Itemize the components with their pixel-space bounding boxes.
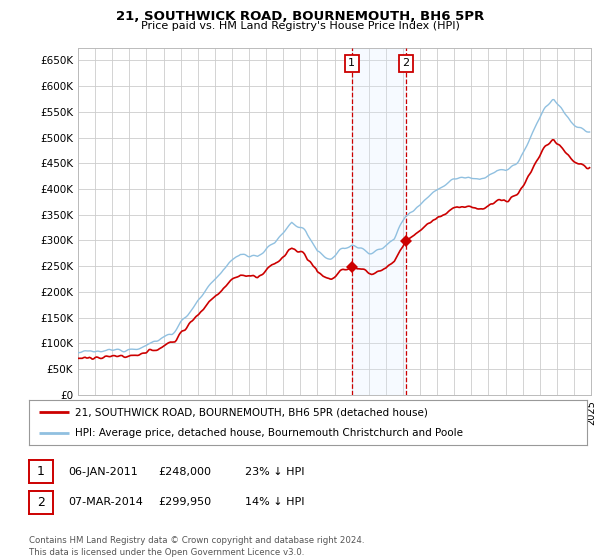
Text: 21, SOUTHWICK ROAD, BOURNEMOUTH, BH6 5PR: 21, SOUTHWICK ROAD, BOURNEMOUTH, BH6 5PR [116,10,484,23]
Text: 21, SOUTHWICK ROAD, BOURNEMOUTH, BH6 5PR (detached house): 21, SOUTHWICK ROAD, BOURNEMOUTH, BH6 5PR… [74,408,427,418]
Text: Price paid vs. HM Land Registry's House Price Index (HPI): Price paid vs. HM Land Registry's House … [140,21,460,31]
Text: 07-MAR-2014: 07-MAR-2014 [68,497,143,507]
Bar [352,48,406,395]
Text: 2: 2 [402,58,409,68]
Text: HPI: Average price, detached house, Bournemouth Christchurch and Poole: HPI: Average price, detached house, Bour… [74,428,463,438]
Text: 2: 2 [37,496,45,509]
Text: £248,000: £248,000 [158,466,211,477]
Text: 23% ↓ HPI: 23% ↓ HPI [245,466,304,477]
Text: 06-JAN-2011: 06-JAN-2011 [68,466,137,477]
Text: 14% ↓ HPI: 14% ↓ HPI [245,497,304,507]
Text: 1: 1 [37,465,45,478]
Text: £299,950: £299,950 [158,497,211,507]
Text: Contains HM Land Registry data © Crown copyright and database right 2024.
This d: Contains HM Land Registry data © Crown c… [29,536,364,557]
Text: 1: 1 [348,58,355,68]
